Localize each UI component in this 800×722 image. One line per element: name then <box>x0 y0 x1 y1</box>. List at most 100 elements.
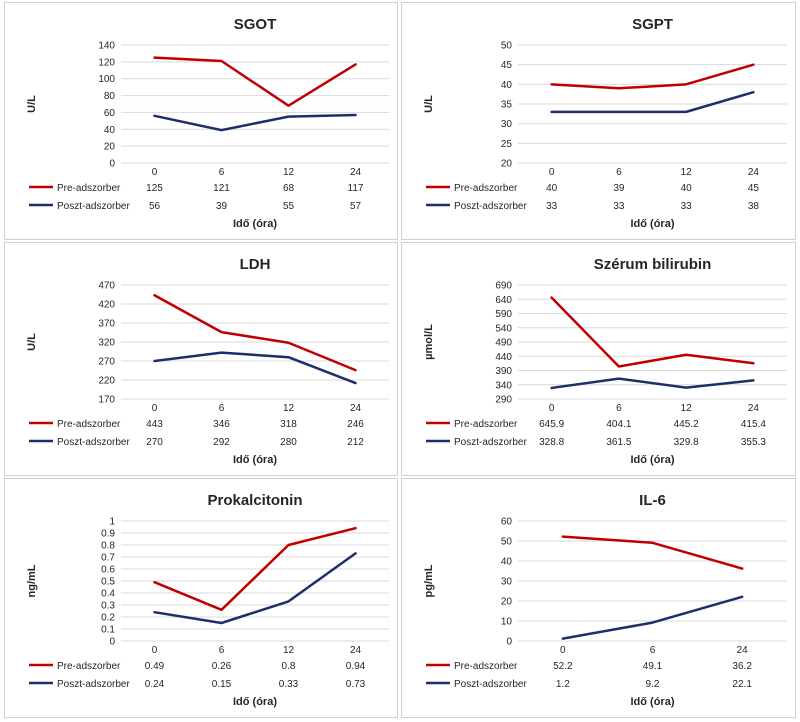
chart-title: LDH <box>240 256 271 273</box>
legend-label: Pre-adszorber <box>57 183 121 194</box>
x-axis-label: Idő (óra) <box>233 696 277 708</box>
data-label: 39 <box>613 183 625 194</box>
legend-label: Pre-adszorber <box>454 661 518 672</box>
y-tick-label: 140 <box>98 41 115 52</box>
y-tick-label: 0 <box>506 637 512 648</box>
x-tick-label: 6 <box>616 403 622 414</box>
y-tick-label: 170 <box>98 395 115 406</box>
y-tick-label: 40 <box>501 557 513 568</box>
y-tick-label: 0.1 <box>101 625 115 636</box>
data-label: 1.2 <box>556 679 570 690</box>
y-tick-label: 60 <box>104 108 116 119</box>
y-tick-label: 270 <box>98 357 115 368</box>
y-tick-label: 0.9 <box>101 529 115 540</box>
legend-label: Pre-adszorber <box>57 419 121 430</box>
data-label: 45 <box>748 183 760 194</box>
series-line-poszt-adszorber <box>550 90 755 114</box>
data-label: 33 <box>681 201 693 212</box>
x-tick-label: 12 <box>283 167 295 178</box>
y-tick-label: 60 <box>501 517 513 528</box>
y-tick-label: 220 <box>98 376 115 387</box>
y-tick-label: 440 <box>495 352 512 363</box>
x-axis-label: Idő (óra) <box>631 218 675 230</box>
x-tick-label: 24 <box>350 167 362 178</box>
data-label: 0.49 <box>145 661 165 672</box>
data-label: 40 <box>546 183 558 194</box>
x-axis-label: Idő (óra) <box>631 696 675 708</box>
x-tick-label: 0 <box>549 403 555 414</box>
x-axis-label: Idő (óra) <box>233 454 277 466</box>
chart-panel: SGOT U/L 0 20 40 60 80 100 120 140 0 6 12 24 Pre-adszo… <box>4 2 398 240</box>
y-tick-label: 640 <box>495 295 512 306</box>
y-tick-label: 0.7 <box>101 553 115 564</box>
chart-panel: Szérum bilirubin µmol/L 290 340 390 440 490 540… <box>401 242 796 476</box>
x-tick-label: 6 <box>616 167 622 178</box>
y-tick-label: 35 <box>501 100 513 111</box>
x-tick-label: 24 <box>737 645 749 656</box>
y-tick-label: 40 <box>104 125 116 136</box>
data-label: 415.4 <box>741 419 766 430</box>
data-label: 292 <box>213 437 230 448</box>
x-tick-label: 0 <box>152 403 158 414</box>
x-tick-label: 0 <box>560 645 566 656</box>
x-tick-label: 12 <box>681 403 693 414</box>
data-label: 346 <box>213 419 230 430</box>
data-label: 0.24 <box>145 679 165 690</box>
y-tick-label: 30 <box>501 119 513 130</box>
x-tick-label: 24 <box>350 403 362 414</box>
chart-title: Prokalcitonin <box>207 492 302 509</box>
data-label: 318 <box>280 419 297 430</box>
y-tick-label: 370 <box>98 319 115 330</box>
series-line-pre-adszorber <box>550 63 755 90</box>
legend-label: Pre-adszorber <box>454 183 518 194</box>
data-label: 36.2 <box>732 661 752 672</box>
y-tick-label: 20 <box>104 142 116 153</box>
series-line-poszt-adszorber <box>153 552 357 625</box>
data-label: 125 <box>146 183 163 194</box>
y-tick-label: 0.4 <box>101 589 115 600</box>
data-label: 212 <box>347 437 364 448</box>
y-tick-label: 0 <box>109 637 115 648</box>
data-label: 361.5 <box>606 437 631 448</box>
x-tick-label: 0 <box>549 167 555 178</box>
chart-panel: Prokalcitonin ng/mL 0 0.1 0.2 0.3 0.4 0.5 0.6 0.7… <box>4 478 398 718</box>
data-label: 22.1 <box>732 679 752 690</box>
chart-panel: LDH U/L 170 220 270 320 370 420 470 0 6 12 24 Pre-ads… <box>4 242 398 476</box>
y-tick-label: 20 <box>501 597 513 608</box>
y-tick-label: 320 <box>98 338 115 349</box>
chart-svg: Prokalcitoninng/mL00.10.20.30.40.50.60.7… <box>26 492 389 708</box>
data-label: 270 <box>146 437 163 448</box>
legend-label: Pre-adszorber <box>57 661 121 672</box>
x-tick-label: 12 <box>283 403 295 414</box>
x-tick-label: 6 <box>650 645 656 656</box>
x-tick-label: 12 <box>681 167 693 178</box>
y-tick-label: 50 <box>501 41 513 52</box>
y-tick-label: 45 <box>501 60 513 71</box>
legend-label: Poszt-adszorber <box>454 437 527 448</box>
data-label: 0.94 <box>346 661 366 672</box>
y-tick-label: 25 <box>501 139 513 150</box>
y-tick-label: 20 <box>501 159 513 170</box>
data-label: 445.2 <box>674 419 699 430</box>
data-label: 329.8 <box>674 437 699 448</box>
data-label: 0.26 <box>212 661 232 672</box>
y-tick-label: 420 <box>98 300 115 311</box>
y-tick-label: 470 <box>98 281 115 292</box>
data-label: 0.73 <box>346 679 366 690</box>
y-tick-label: 0.2 <box>101 613 115 624</box>
y-tick-label: 340 <box>495 380 512 391</box>
x-tick-label: 6 <box>219 403 225 414</box>
y-tick-label: 690 <box>495 281 512 292</box>
chart-title: Szérum bilirubin <box>594 256 712 273</box>
x-tick-label: 24 <box>748 403 760 414</box>
data-label: 39 <box>216 201 228 212</box>
series-line-pre-adszorber <box>153 526 357 612</box>
chart-panel: SGPT U/L 20 25 30 35 40 45 50 0 6 12 24 Pre-adszorber… <box>401 2 796 240</box>
data-label: 121 <box>213 183 230 194</box>
x-tick-label: 0 <box>152 645 158 656</box>
data-label: 9.2 <box>646 679 660 690</box>
data-label: 280 <box>280 437 297 448</box>
data-label: 38 <box>748 201 760 212</box>
y-tick-label: 0.6 <box>101 565 115 576</box>
